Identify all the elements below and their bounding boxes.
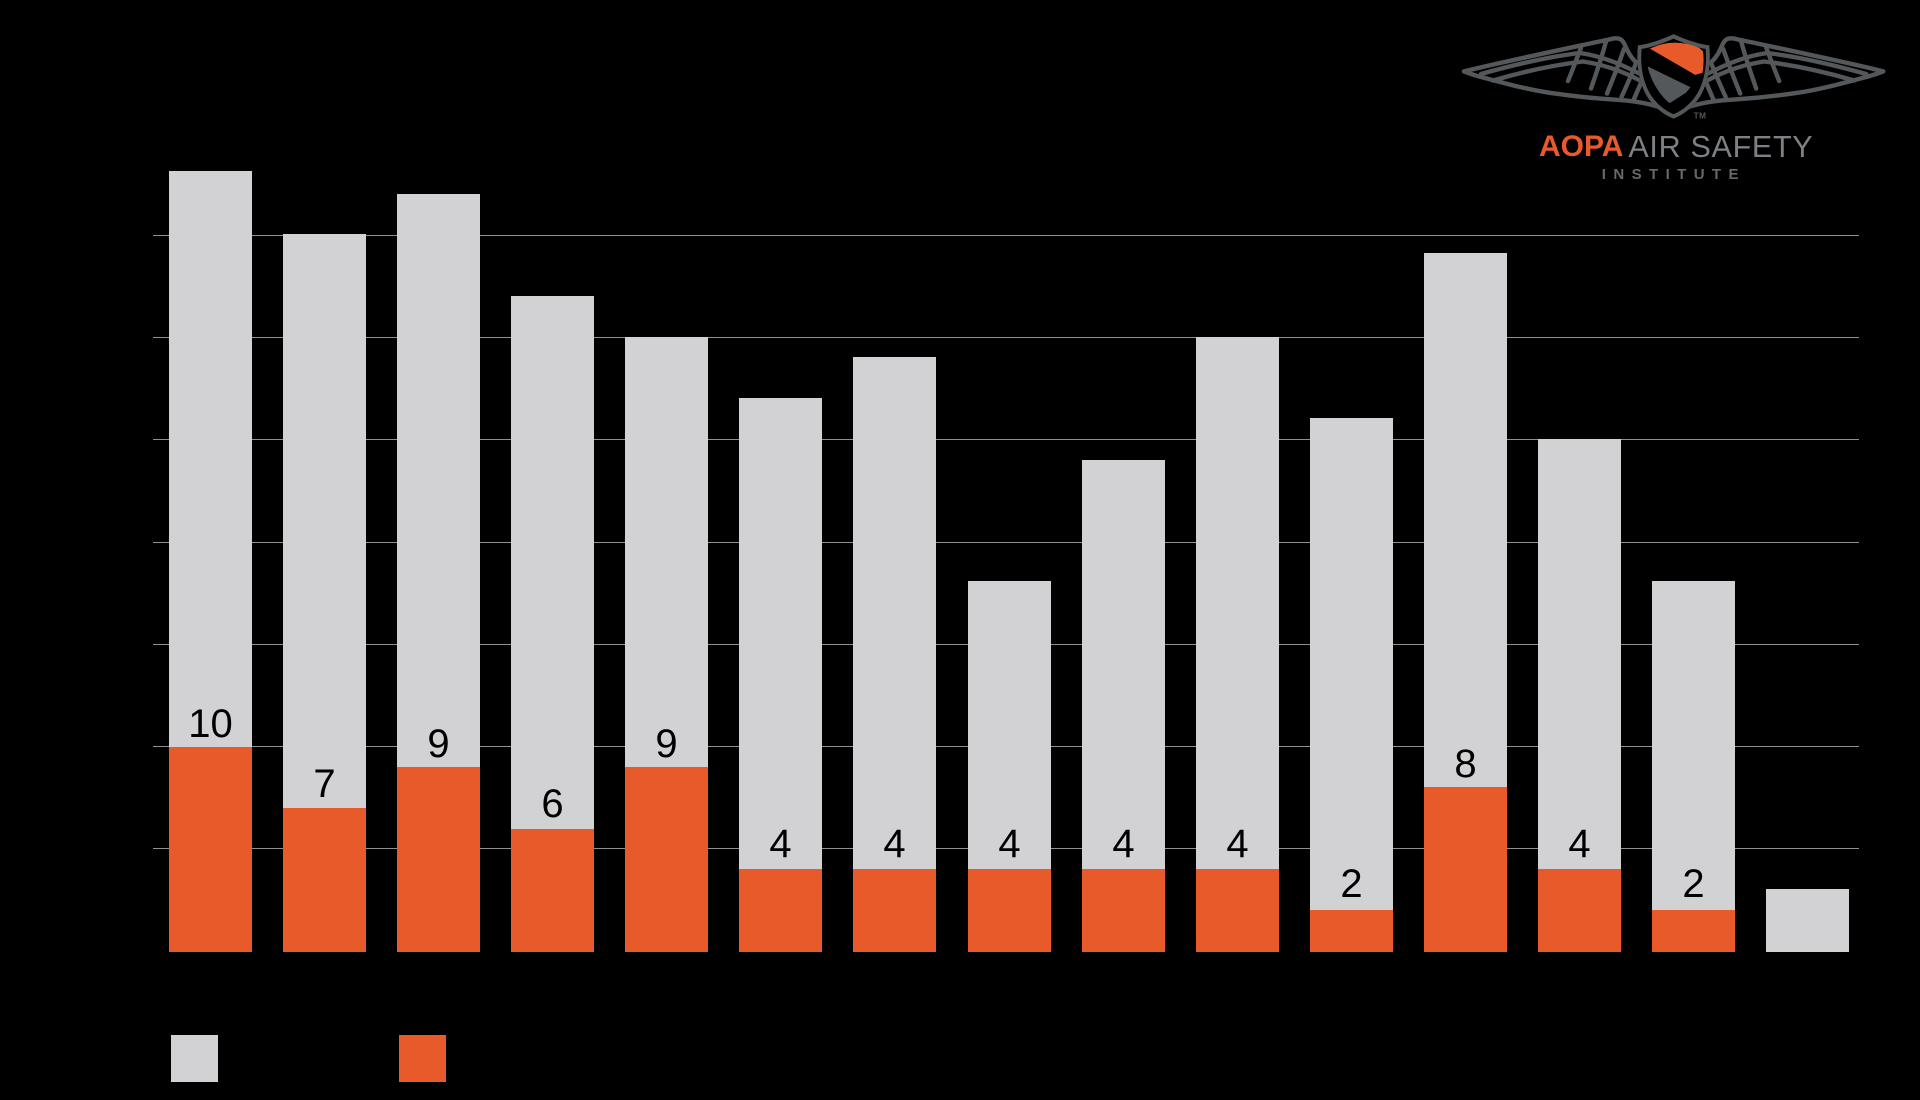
svg-text:TM: TM bbox=[1694, 112, 1707, 121]
